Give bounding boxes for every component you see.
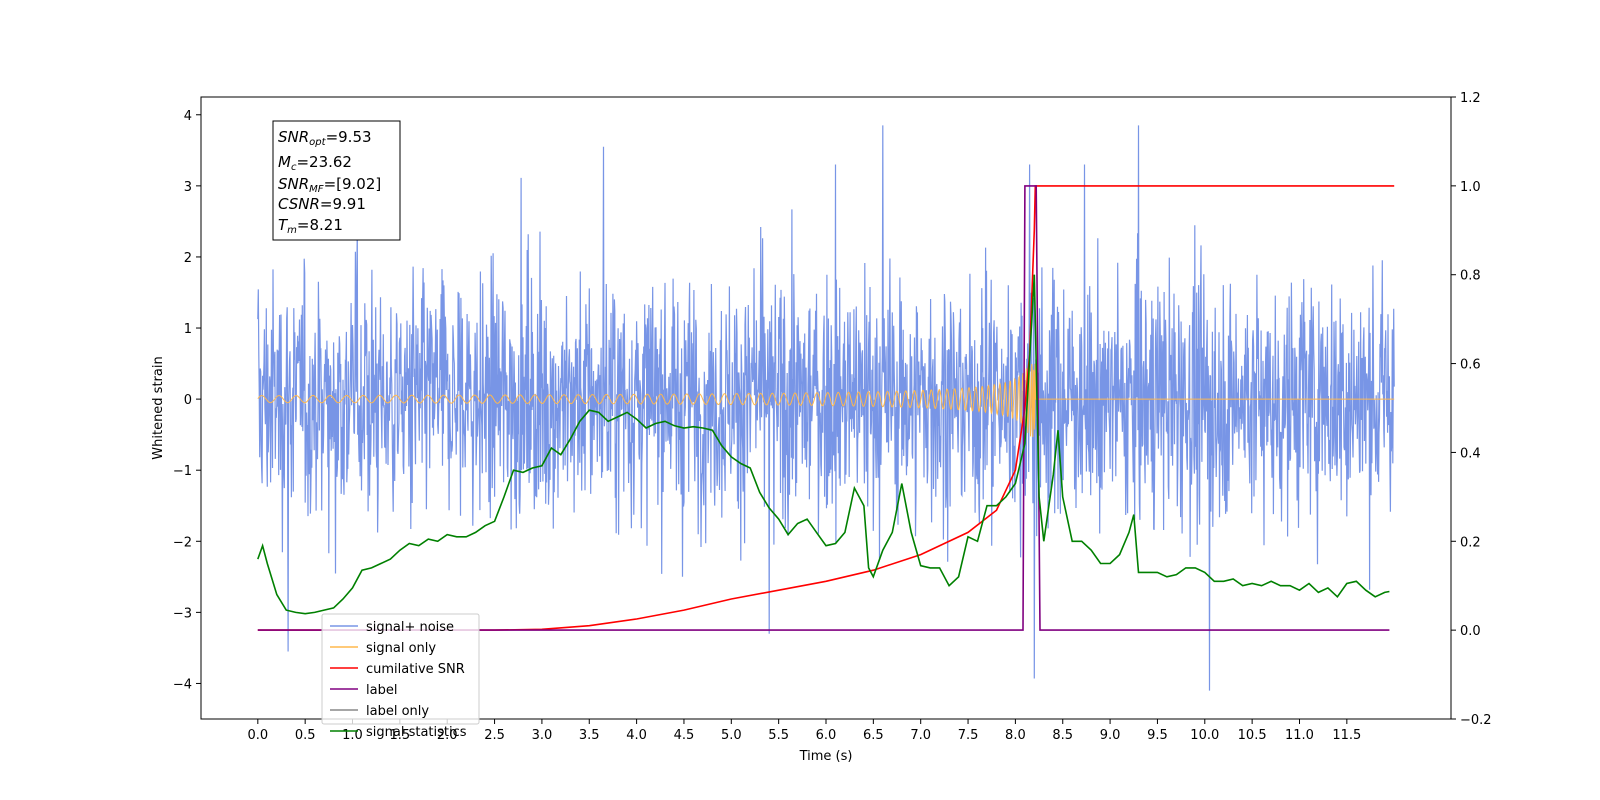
y-left-tick-label: 0: [184, 393, 192, 408]
y-left-tick-label: −2: [173, 535, 192, 550]
legend-items: signal+ noise signal only cumilative SNR la…: [330, 620, 467, 740]
stat-snr-opt: SNRopt=9.53: [278, 128, 372, 148]
legend-label: signal statistics: [366, 725, 467, 740]
y-right-tick-label: 0.8: [1460, 269, 1481, 284]
y-left-tick-label: 4: [184, 109, 192, 124]
x-tick-label: 2.0: [437, 728, 458, 743]
y-left-tick-label: −4: [173, 677, 192, 692]
y-right-tick-label: 1.0: [1460, 180, 1481, 195]
x-tick-label: 8.5: [1052, 728, 1073, 743]
x-tick-label: 9.0: [1100, 728, 1121, 743]
stats-box: SNRopt=9.53 Mc=23.62 SNRMF=[9.02] CSNR=9…: [272, 120, 401, 241]
x-tick-label: 0.0: [247, 728, 268, 743]
y-right-tick-label: 0.4: [1460, 446, 1481, 461]
series-signal-noise: [257, 125, 1395, 691]
series-signal-only: [257, 361, 1395, 438]
y-right-tick-label: 0.6: [1460, 358, 1481, 373]
y-right-tick-label: 1.2: [1460, 91, 1481, 106]
legend-label: label only: [366, 704, 429, 719]
x-tick-label: 11.0: [1285, 728, 1314, 743]
y-right-tick-label: −0.2: [1460, 713, 1492, 728]
x-tick-label: 9.5: [1147, 728, 1168, 743]
legend-label: signal only: [366, 641, 436, 656]
legend: signal+ noise signal only cumilative SNR la…: [321, 613, 480, 740]
y-left-tick-label: −3: [173, 606, 192, 621]
x-tick-label: 5.5: [768, 728, 789, 743]
x-tick-label: 2.5: [484, 728, 505, 743]
x-tick-label: 10.0: [1190, 728, 1219, 743]
y-left-tick-label: 3: [184, 180, 192, 195]
series-layer: [257, 125, 1395, 691]
legend-label: signal+ noise: [366, 620, 454, 635]
x-tick-label: 5.0: [721, 728, 742, 743]
x-tick-label: 8.0: [1005, 728, 1026, 743]
legend-label: label: [366, 683, 397, 698]
x-tick-label: 6.5: [863, 728, 884, 743]
y-right-axis-ticks: 1.2 1.0 0.8 0.6 0.4 0.2 0.0 −0.2: [1451, 91, 1492, 728]
x-tick-label: 4.0: [626, 728, 647, 743]
x-tick-label: 11.5: [1332, 728, 1361, 743]
stat-tm: Tm=8.21: [278, 216, 343, 236]
x-tick-label: 6.0: [816, 728, 837, 743]
x-tick-label: 3.0: [532, 728, 553, 743]
stat-snr-mf: SNRMF=[9.02]: [278, 175, 381, 195]
y-left-tick-label: 2: [184, 251, 192, 266]
y-left-tick-label: 1: [184, 322, 192, 337]
y-axis-label: Whitened strain: [151, 356, 166, 459]
x-tick-label: 4.5: [674, 728, 695, 743]
x-tick-label: 0.5: [295, 728, 316, 743]
y-right-tick-label: 0.2: [1460, 535, 1481, 550]
x-tick-label: 7.5: [958, 728, 979, 743]
x-tick-label: 1.5: [390, 728, 411, 743]
x-axis-label: Time (s): [799, 749, 853, 764]
series-label: [257, 185, 1390, 631]
series-signal-statistics: [257, 274, 1390, 615]
y-left-axis-ticks: 4 3 2 1 0 −1 −2 −3 −4: [173, 109, 201, 692]
legend-label: cumilative SNR: [366, 662, 465, 677]
stat-csnr: CSNR=9.91: [278, 195, 366, 213]
y-right-tick-label: 0.0: [1460, 624, 1481, 639]
x-tick-label: 3.5: [579, 728, 600, 743]
x-tick-label: 10.5: [1238, 728, 1267, 743]
x-tick-label: 7.0: [910, 728, 931, 743]
legend-frame: [321, 613, 480, 725]
stats-box-frame: [272, 120, 401, 241]
y-left-tick-label: −1: [173, 464, 192, 479]
stat-mc: Mc=23.62: [278, 153, 352, 173]
